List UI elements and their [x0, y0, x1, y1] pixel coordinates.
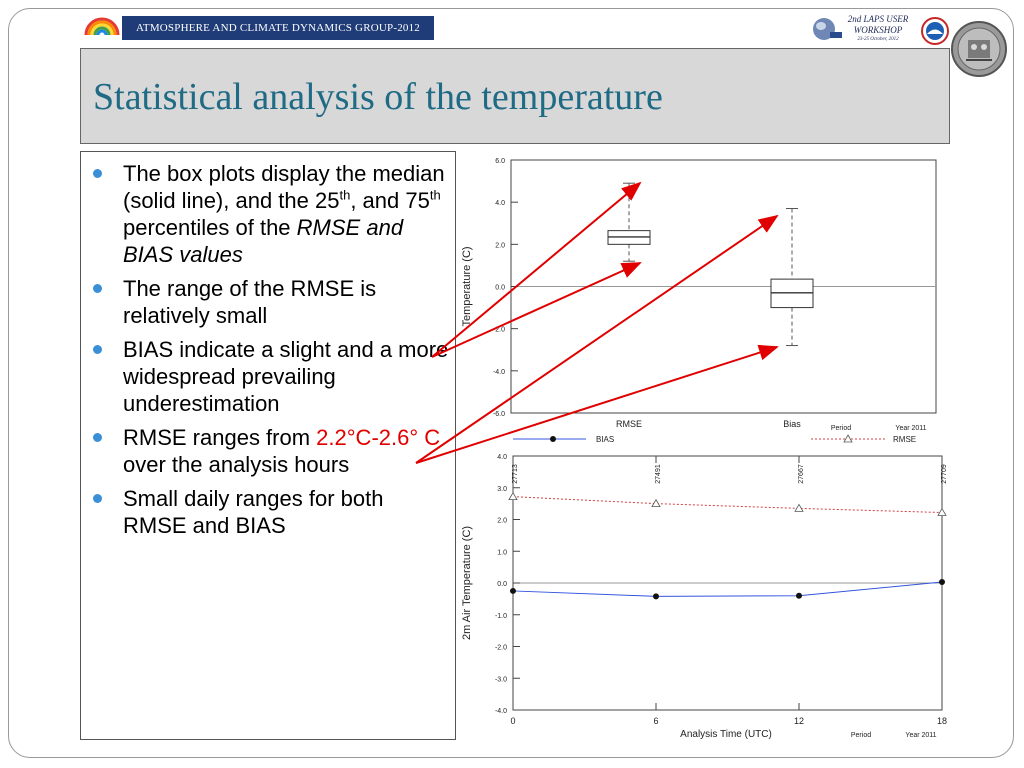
- bullet-dot-icon: [93, 284, 102, 293]
- y-tick-label: -4.0: [495, 708, 507, 715]
- rmse-point: [937, 507, 947, 516]
- bullet-text: The box plots display the median (solid …: [123, 161, 445, 213]
- bullet-dot-icon: [93, 169, 102, 178]
- bullet-text: th: [339, 187, 351, 203]
- bullet-text: over the analysis hours: [123, 452, 350, 477]
- title-box: Statistical analysis of the temperature: [80, 48, 950, 144]
- laps-workshop-logo-icon: [813, 17, 949, 45]
- charts-panel: 6.0 4.0 2.0 0.0 -2.0 -4.0 -6.0 Temperature (C) R…: [461, 158, 948, 740]
- bias-point: [796, 592, 802, 599]
- bullet-text: BIAS indicate a slight and a more widesp…: [123, 337, 449, 416]
- bias-point: [653, 593, 659, 600]
- bullet-panel: The box plots display the median (solid …: [80, 151, 456, 740]
- period-label: Period: [831, 425, 851, 432]
- legend-rmse-marker: [843, 434, 853, 443]
- sample-count-label: 27667: [798, 464, 805, 484]
- y-tick-label: -4.0: [493, 369, 505, 376]
- series-rmse-line: [512, 496, 943, 514]
- y-axis-label: 2m Air Temperature (C): [461, 526, 473, 640]
- bullet-item: The range of the RMSE is relatively smal…: [81, 275, 455, 329]
- bullet-text: Small daily ranges for both RMSE and BIA…: [123, 486, 384, 538]
- y-tick-label: -6.0: [493, 411, 505, 418]
- bullet-item: Small daily ranges for both RMSE and BIA…: [81, 485, 455, 539]
- bullet-text: 2.2°C-2.6° C: [316, 425, 441, 450]
- y-tick-label: 4.0: [495, 200, 505, 207]
- legend-bias-label: BIAS: [596, 435, 614, 444]
- x-tick-label: 12: [794, 716, 804, 726]
- rmse-point: [794, 503, 804, 512]
- x-tick-label: 6: [653, 716, 658, 726]
- rmse-point: [651, 498, 661, 508]
- rainbow-logo-icon: [84, 17, 120, 36]
- y-tick-label: 3.0: [497, 486, 507, 493]
- period-value: Year 2011: [895, 425, 926, 432]
- x-tick-label: 18: [937, 716, 947, 726]
- y-tick-label: 2.0: [495, 242, 505, 249]
- bullet-text: RMSE and BIAS values: [123, 215, 404, 267]
- legend-rmse-label: RMSE: [893, 435, 916, 444]
- bullet-dot-icon: [93, 433, 102, 442]
- legend-bias-marker: [550, 436, 556, 442]
- bullet-text: The range of the RMSE is relatively smal…: [123, 276, 377, 328]
- y-tick-label: -1.0: [495, 613, 507, 620]
- period-value: Year 2011: [905, 732, 936, 739]
- sample-count-label: 27491: [655, 464, 662, 484]
- bullet-list: The box plots display the median (solid …: [81, 152, 455, 539]
- bias-point: [939, 579, 945, 586]
- y-tick-label: -2.0: [495, 645, 507, 652]
- bullet-dot-icon: [93, 494, 102, 503]
- bullet-text: th: [429, 187, 441, 203]
- workshop-text: 2nd LAPS USER WORKSHOP 23-25 October, 20…: [838, 14, 918, 44]
- y-axis-label: Temperature (C): [461, 246, 473, 326]
- workshop-line2: WORKSHOP: [853, 25, 903, 35]
- bullet-dot-icon: [93, 345, 102, 354]
- workshop-line3: 23-25 October, 2012: [857, 37, 899, 42]
- seal-emblem-icon: [951, 21, 1007, 77]
- series-bias-line: [512, 581, 943, 597]
- bullet-item: The box plots display the median (solid …: [81, 160, 455, 268]
- y-tick-label: 0.0: [497, 581, 507, 588]
- y-tick-label: -3.0: [495, 676, 507, 683]
- bias-point: [510, 587, 516, 594]
- y-tick-label: 1.0: [497, 549, 507, 556]
- category-label: RMSE: [616, 419, 642, 429]
- bullet-text: percentiles of the: [123, 215, 297, 240]
- sample-count-label: 27713: [512, 464, 519, 484]
- bullet-item: BIAS indicate a slight and a more widesp…: [81, 336, 455, 417]
- period-label: Period: [851, 732, 871, 739]
- y-tick-label: 2.0: [497, 518, 507, 525]
- bullet-text: , and 75: [350, 188, 430, 213]
- slide-frame: [8, 8, 1014, 758]
- x-tick-label: 0: [510, 716, 515, 726]
- rmse-point: [508, 491, 518, 501]
- sample-count-label: 27709: [941, 464, 948, 484]
- y-tick-label: 4.0: [497, 454, 507, 461]
- workshop-line1: 2nd LAPS USER: [847, 14, 909, 24]
- y-tick-label: 6.0: [495, 158, 505, 165]
- y-tick-label: 0.0: [495, 285, 505, 292]
- x-axis-label: Analysis Time (UTC): [680, 729, 772, 740]
- group-banner: ATMOSPHERE AND CLIMATE DYNAMICS GROUP-20…: [122, 16, 434, 40]
- bullet-item: RMSE ranges from 2.2°C-2.6° C over the a…: [81, 424, 455, 478]
- y-tick-label: -2.0: [493, 327, 505, 334]
- slide-title: Statistical analysis of the temperature: [93, 76, 663, 118]
- bullet-text: RMSE ranges from: [123, 425, 317, 450]
- category-label: Bias: [783, 419, 801, 429]
